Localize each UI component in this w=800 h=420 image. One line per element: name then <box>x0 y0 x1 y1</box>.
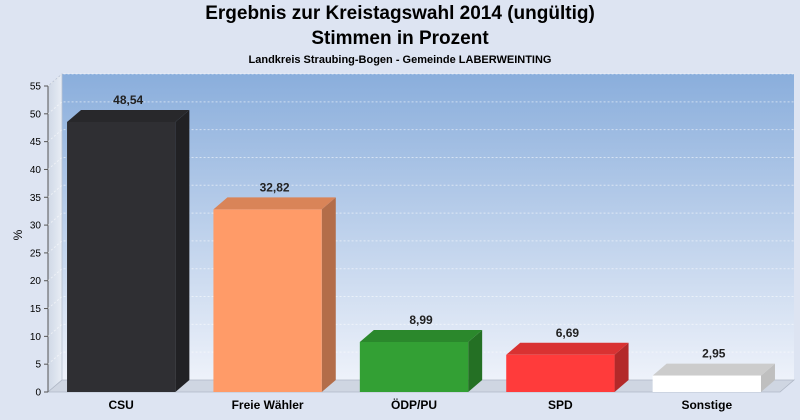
bar-csu[interactable] <box>67 109 190 392</box>
bar-front <box>652 375 761 392</box>
data-label: 32,82 <box>260 180 290 194</box>
bar--dp-pu[interactable] <box>359 329 483 392</box>
y-tick-label: 20 <box>30 276 42 287</box>
y-tick-label: 40 <box>30 165 42 176</box>
bar-side <box>760 363 775 392</box>
bar-front <box>213 209 322 392</box>
bar-top <box>67 109 190 122</box>
chart-title-line2: Stimmen in Prozent <box>311 28 489 49</box>
bar-front <box>359 341 469 392</box>
bar-front <box>506 354 615 392</box>
bar-top <box>213 197 336 210</box>
data-label: 6,69 <box>556 326 580 340</box>
bar-top <box>359 329 483 342</box>
y-tick-label: 15 <box>30 304 42 315</box>
y-tick-label: 0 <box>35 388 41 399</box>
y-tick-label: 30 <box>30 221 42 232</box>
chart-title: Ergebnis zur Kreistagswahl 2014 (ungülti… <box>205 3 595 24</box>
y-tick-label: 55 <box>30 82 42 93</box>
y-tick-label: 35 <box>30 193 42 204</box>
data-label: 8,99 <box>409 313 433 327</box>
y-tick-label: 5 <box>35 360 41 371</box>
bar-side <box>175 109 190 392</box>
x-tick-label: Sonstige <box>681 398 732 412</box>
y-tick-label: 45 <box>30 137 42 148</box>
bar-spd[interactable] <box>506 342 629 392</box>
bar-front <box>67 121 176 392</box>
data-label: 2,95 <box>702 347 726 361</box>
bar-side <box>614 342 629 392</box>
data-label: 48,54 <box>113 93 143 107</box>
x-tick-label: SPD <box>548 398 573 412</box>
y-tick-label: 50 <box>30 109 42 120</box>
bar-freie-w-hler[interactable] <box>213 197 336 392</box>
y-axis-title: % <box>11 229 25 240</box>
chart-subtitle: Landkreis Straubing-Bogen - Gemeinde LAB… <box>248 54 552 66</box>
bar-top <box>652 363 775 376</box>
x-tick-label: CSU <box>109 398 134 412</box>
bar-top <box>506 342 629 355</box>
y-tick-label: 10 <box>30 332 42 343</box>
y-tick-label: 25 <box>30 248 42 259</box>
bar-side <box>468 329 483 392</box>
bar-sonstige[interactable] <box>652 363 775 392</box>
x-tick-label: ÖDP/PU <box>391 397 437 412</box>
left-wall <box>47 73 63 393</box>
x-tick-label: Freie Wähler <box>232 398 304 412</box>
bar-side <box>321 197 336 392</box>
